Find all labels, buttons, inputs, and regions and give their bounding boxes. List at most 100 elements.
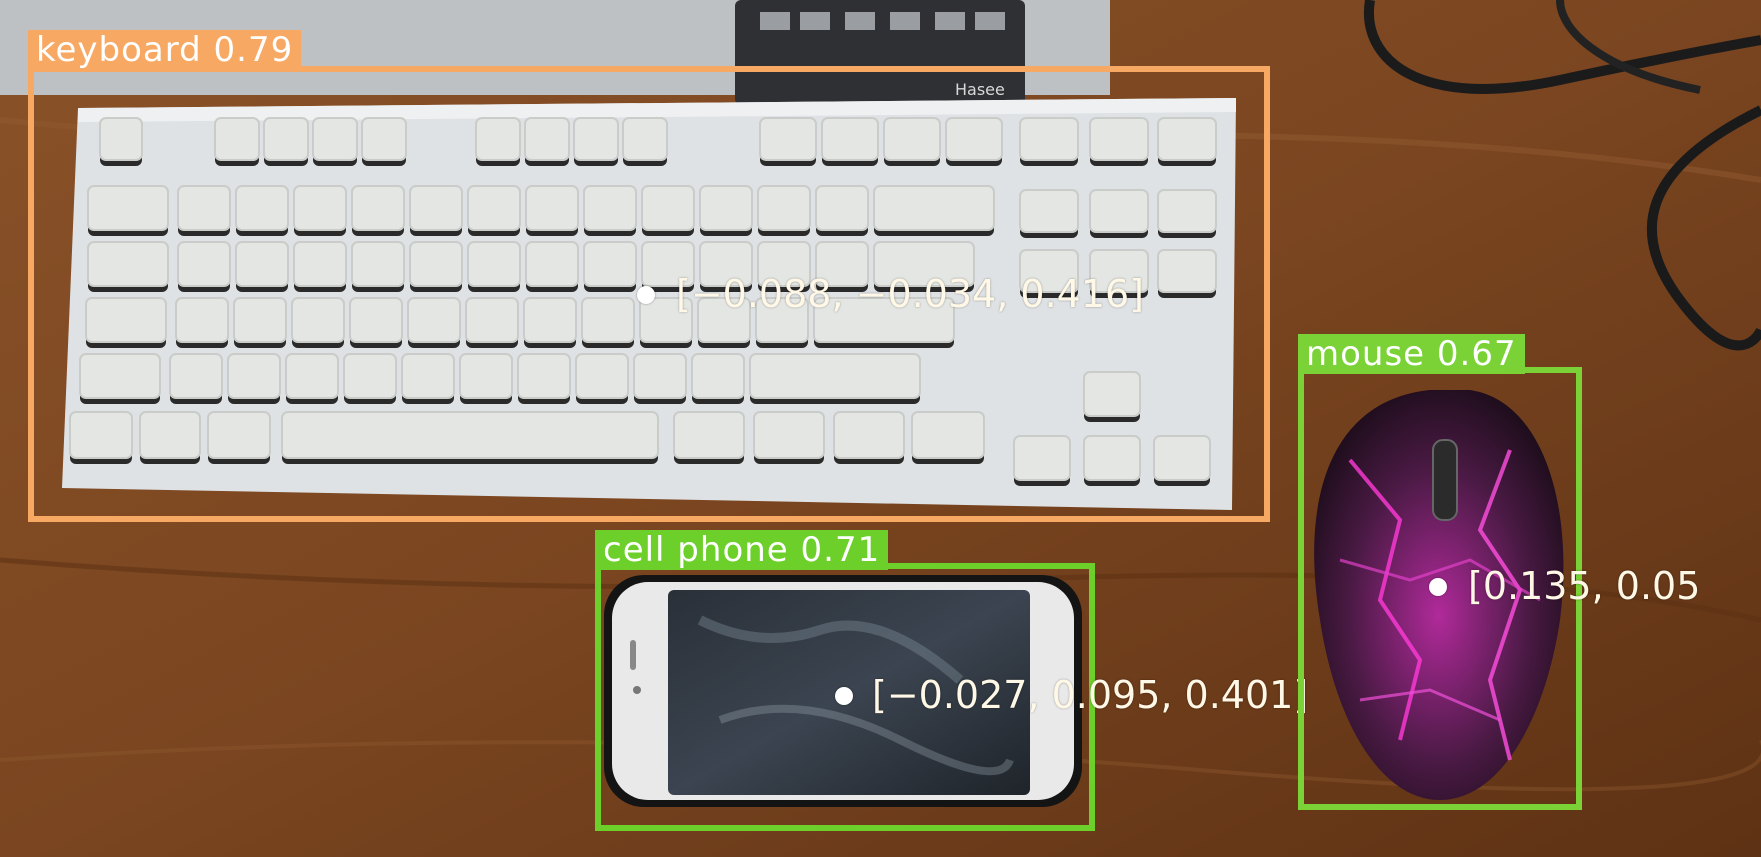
keycap xyxy=(177,185,231,231)
keycap xyxy=(1089,249,1149,293)
keycap xyxy=(293,241,347,287)
mouse-coords: [0.135, 0.05 xyxy=(1468,564,1701,608)
keycap xyxy=(1089,189,1149,233)
keycap xyxy=(813,297,955,343)
keycap xyxy=(1157,249,1217,293)
keycap xyxy=(1019,117,1079,161)
keycap xyxy=(169,353,223,399)
keyboard-bounding-box xyxy=(28,66,1270,522)
keycap xyxy=(945,117,1003,161)
keycap xyxy=(641,241,695,287)
mouse-center-dot xyxy=(1429,578,1447,596)
cell-phone-coords: [−0.027, 0.095, 0.401] xyxy=(872,673,1309,717)
keycap xyxy=(1019,189,1079,233)
keycap xyxy=(583,241,637,287)
keycap xyxy=(1083,371,1141,417)
keycap xyxy=(883,117,941,161)
keycap xyxy=(757,185,811,231)
keyboard-label: keyboard 0.79 xyxy=(28,30,302,70)
keycap xyxy=(467,241,521,287)
keycap xyxy=(263,117,309,161)
keycap xyxy=(214,117,260,161)
keycap xyxy=(911,411,985,459)
keycap xyxy=(525,241,579,287)
keycap xyxy=(759,117,817,161)
keycap xyxy=(673,411,745,459)
keycap xyxy=(573,117,619,161)
keycap xyxy=(1089,117,1149,161)
keycap xyxy=(641,185,695,231)
keycap xyxy=(639,297,693,343)
keycap xyxy=(361,117,407,161)
keycap xyxy=(235,241,289,287)
mouse-label: mouse 0.67 xyxy=(1298,334,1525,374)
keycap xyxy=(87,241,169,287)
keycap xyxy=(409,241,463,287)
keycap xyxy=(757,241,811,287)
keycap xyxy=(69,411,133,459)
keycap xyxy=(312,117,358,161)
keycap xyxy=(1157,189,1217,233)
keycap xyxy=(139,411,201,459)
keycap xyxy=(87,185,169,231)
cell-phone-label: cell phone 0.71 xyxy=(595,530,889,570)
keycap xyxy=(281,411,659,459)
keycap xyxy=(749,353,921,399)
keycap xyxy=(525,185,579,231)
cell-phone-center-dot xyxy=(835,687,853,705)
keycap xyxy=(351,241,405,287)
keycap xyxy=(583,185,637,231)
keycap xyxy=(524,117,570,161)
keycap xyxy=(815,185,869,231)
keycap xyxy=(581,297,635,343)
keycap xyxy=(1013,435,1071,481)
keycap xyxy=(699,185,753,231)
keycap xyxy=(697,297,751,343)
keycap xyxy=(753,411,825,459)
keycap xyxy=(873,241,975,287)
keycap xyxy=(821,117,879,161)
keyboard-center-dot xyxy=(637,286,655,304)
keycap xyxy=(227,353,281,399)
keycap xyxy=(79,353,161,399)
keycap xyxy=(99,117,143,161)
keyboard-coords: [−0.088, −0.034, 0.416] xyxy=(676,272,1145,316)
keycap xyxy=(291,297,345,343)
keycap xyxy=(177,241,231,287)
keycap xyxy=(691,353,745,399)
keycap xyxy=(459,353,513,399)
keycap xyxy=(755,297,809,343)
keycap xyxy=(293,185,347,231)
keycap xyxy=(622,117,668,161)
keycap xyxy=(699,241,753,287)
keycap xyxy=(285,353,339,399)
keycap xyxy=(633,353,687,399)
keycap xyxy=(407,297,461,343)
keycap xyxy=(1083,435,1141,481)
keycap xyxy=(207,411,271,459)
keycap xyxy=(175,297,229,343)
keycap xyxy=(1019,249,1079,293)
keycap xyxy=(401,353,455,399)
keycap xyxy=(1153,435,1211,481)
keycap xyxy=(815,241,869,287)
keycap xyxy=(235,185,289,231)
keycap xyxy=(523,297,577,343)
keycap xyxy=(85,297,167,343)
keycap xyxy=(343,353,397,399)
keycap xyxy=(349,297,403,343)
keycap xyxy=(467,185,521,231)
keycap xyxy=(351,185,405,231)
keycap xyxy=(833,411,905,459)
keycap xyxy=(575,353,629,399)
keycap xyxy=(475,117,521,161)
keyboard-object xyxy=(62,98,1236,510)
keycap xyxy=(517,353,571,399)
keycap xyxy=(1157,117,1217,161)
svg-text:Hasee: Hasee xyxy=(955,80,1005,99)
keycap xyxy=(409,185,463,231)
keycap xyxy=(873,185,995,231)
keycap xyxy=(465,297,519,343)
keycap xyxy=(233,297,287,343)
